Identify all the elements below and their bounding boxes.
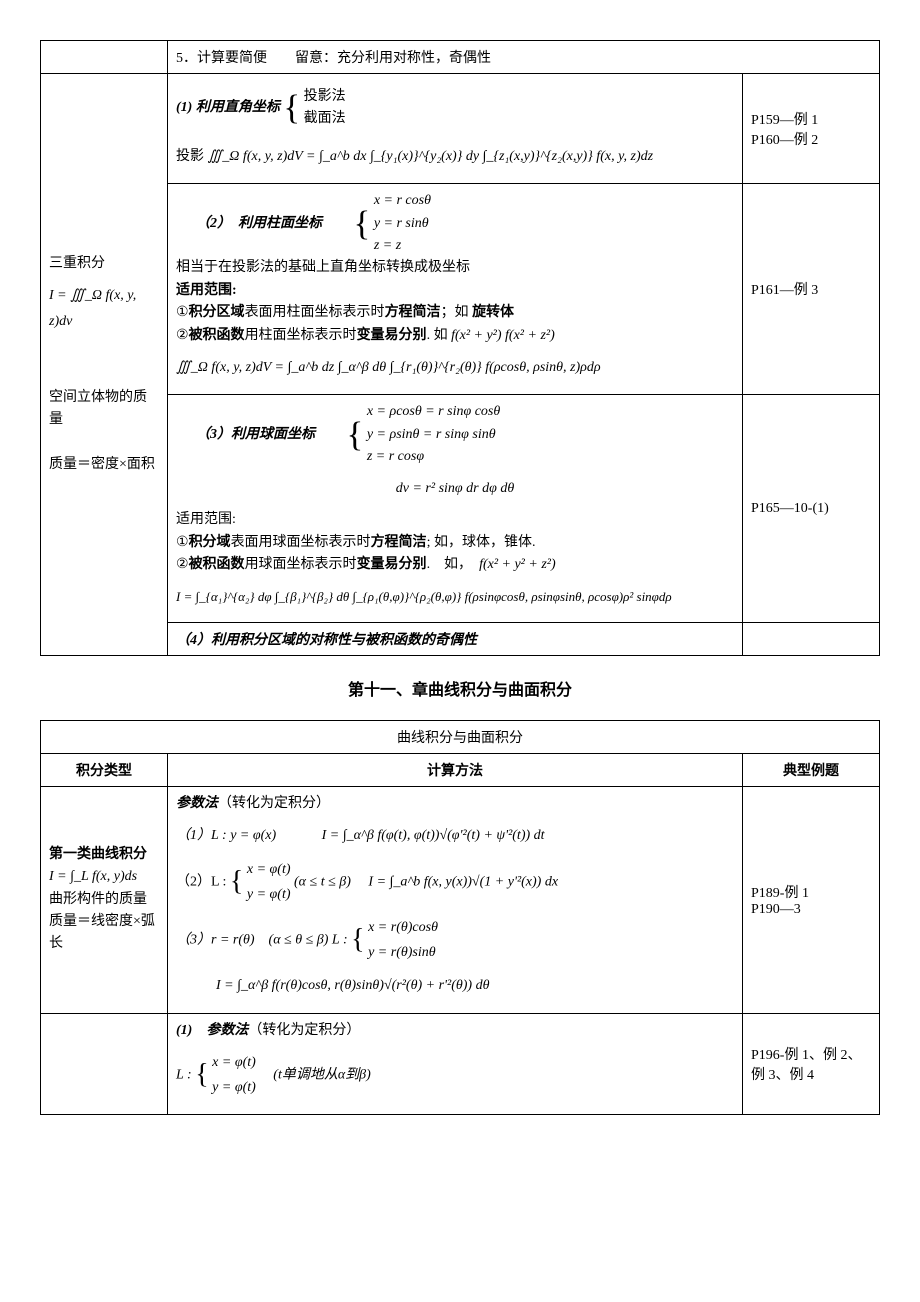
method4-cell: （4）利用积分区域的对称性与被积函数的奇偶性 <box>168 623 743 656</box>
triple-integral-title: 三重积分 <box>49 253 159 275</box>
section-title: 第十一、章曲线积分与曲面积分 <box>40 676 880 700</box>
sph-eq3: z = r cosφ <box>367 446 500 468</box>
cyl-item1: ①积分区域表面用柱面坐标表示时方程简洁；如 旋转体 <box>176 305 514 320</box>
row1-ref: P189-例 1 P190—3 <box>743 787 880 1014</box>
line-surface-integral-table: 曲线积分与曲面积分 积分类型 计算方法 典型例题 第一类曲线积分 I = ∫_L… <box>40 720 880 1115</box>
row1-mid: 参数法（转化为定积分） （1）L : y = φ(x) I = ∫_α^β f(… <box>168 787 743 1014</box>
left-desc2: 质量＝密度×面积 <box>49 454 159 476</box>
ref2-cell: P161—例 3 <box>743 184 880 395</box>
r1m4: I = ∫_α^β f(r(θ)cosθ, r(θ)sinθ)√(r²(θ) +… <box>216 973 734 998</box>
sph-item2: ②被积函数用球面坐标表示时变量易分别. 如， f(x² + y² + z²) <box>176 557 556 572</box>
method1-cell: (1) 利用直角坐标 { 投影法 截面法 投影 ∭_Ω f(x, y, z)dV… <box>168 74 743 184</box>
r1ref2: P190—3 <box>751 902 871 918</box>
cyl-eq1: x = r cosθ <box>374 190 431 212</box>
ref1a: P159—例 1 <box>751 109 871 129</box>
r1ref1: P189-例 1 <box>751 882 871 902</box>
method3-title: （3）利用球面坐标 <box>196 427 315 442</box>
r1m2b2: y = φ(t) <box>247 882 291 907</box>
r1m3a: （3）r = r(θ) (α ≤ θ ≤ β) L : <box>176 932 348 947</box>
sph-scope-label: 适用范围: <box>176 509 734 531</box>
cyl-eq2: y = r sinθ <box>374 213 431 235</box>
triple-integral-table: 5．计算要简便 留意：充分利用对称性，奇偶性 三重积分 I = ∭_Ω f(x,… <box>40 40 880 656</box>
ref1-cell: P159—例 1 P160—例 2 <box>743 74 880 184</box>
r2ref: P196-例 1、例 2、例 3、例 4 <box>751 1044 871 1084</box>
r1m2c: (α ≤ t ≤ β) <box>294 874 351 889</box>
r2mb2: y = φ(t) <box>212 1075 256 1100</box>
proj-formula: ∭_Ω f(x, y, z)dV = ∫_a^b dx ∫_{y₁(x)}^{y… <box>208 149 654 164</box>
cyl-formula: ∭_Ω f(x, y, z)dV = ∫_a^b dz ∫_α^β dθ ∫_{… <box>176 355 734 380</box>
col3-header: 典型例题 <box>743 754 880 787</box>
sph-formula: I = ∫_{α₁}^{α₂} dφ ∫_{β₁}^{β₂} dθ ∫_{ρ₁(… <box>176 585 734 608</box>
r1m2a: （2）L : <box>176 874 226 889</box>
r1m2d: I = ∫_a^b f(x, y(x))√(1 + y'²(x)) dx <box>368 874 558 889</box>
type1-desc2: 质量＝线密度×弧长 <box>49 911 159 956</box>
ref4-cell <box>743 623 880 656</box>
note-text: 5．计算要简便 留意：充分利用对称性，奇偶性 <box>176 51 491 66</box>
r2ma: L : <box>176 1067 192 1082</box>
col1-header: 积分类型 <box>41 754 168 787</box>
sph-eq1: x = ρcosθ = r sinφ cosθ <box>367 401 500 423</box>
sph-eq2: y = ρsinθ = r sinφ sinθ <box>367 424 500 446</box>
cyl-eq3: z = z <box>374 235 431 257</box>
col2-header: 计算方法 <box>168 754 743 787</box>
method4-title: （4）利用积分区域的对称性与被积函数的奇偶性 <box>176 633 477 648</box>
note-row: 5．计算要简便 留意：充分利用对称性，奇偶性 <box>168 41 880 74</box>
method3-cell: （3）利用球面坐标 { x = ρcosθ = r sinφ cosθ y = … <box>168 395 743 623</box>
r1m1b: I = ∫_α^β f(φ(t), φ(t))√(φ'²(t) + ψ'²(t)… <box>322 828 545 843</box>
empty-cell <box>41 41 168 74</box>
row2-ref: P196-例 1、例 2、例 3、例 4 <box>743 1013 880 1115</box>
left-label-cell: 三重积分 I = ∭_Ω f(x, y, z)dv 空间立体物的质量 质量＝密度… <box>41 74 168 656</box>
cyl-desc: 相当于在投影法的基础上直角坐标转换成极坐标 <box>176 257 734 279</box>
type1-desc1: 曲形构件的质量 <box>49 889 159 911</box>
cyl-item2: ②被积函数用柱面坐标表示时变量易分别. 如 f(x² + y²) f(x² + … <box>176 328 555 343</box>
r2mb1: x = φ(t) <box>212 1050 256 1075</box>
cyl-scope-label: 适用范围: <box>176 280 734 302</box>
row2-left <box>41 1013 168 1115</box>
brace-line2: 截面法 <box>304 108 346 130</box>
r2mc: (t单调地从α到β) <box>273 1067 371 1082</box>
left-desc1: 空间立体物的质量 <box>49 387 159 432</box>
brace-line1: 投影法 <box>304 86 346 108</box>
triple-integral-formula: I = ∭_Ω f(x, y, z)dv <box>49 283 159 333</box>
r1m3b2: y = r(θ)sinθ <box>368 940 438 965</box>
ref3: P165—10-(1) <box>751 501 871 517</box>
r1m1a: （1）L : y = φ(x) <box>176 828 276 843</box>
ref1b: P160—例 2 <box>751 129 871 149</box>
row1-left: 第一类曲线积分 I = ∫_L f(x, y)ds 曲形构件的质量 质量＝线密度… <box>41 787 168 1014</box>
r1m3b1: x = r(θ)cosθ <box>368 915 438 940</box>
r1m2b1: x = φ(t) <box>247 857 291 882</box>
sph-item1: ①积分域表面用球面坐标表示时方程简洁; 如，球体，锥体. <box>176 535 535 550</box>
row2-mid: (1) 参数法（转化为定积分） L : { x = φ(t) y = φ(t) … <box>168 1013 743 1115</box>
method2-cell: （2） 利用柱面坐标 { x = r cosθ y = r sinθ z = z… <box>168 184 743 395</box>
table2-header: 曲线积分与曲面积分 <box>41 721 880 754</box>
type1-title: 第一类曲线积分 <box>49 844 159 866</box>
ref2: P161—例 3 <box>751 279 871 299</box>
type1-formula: I = ∫_L f(x, y)ds <box>49 866 159 888</box>
method2-title: （2） 利用柱面坐标 <box>196 216 322 231</box>
proj-label: 投影 <box>176 149 204 164</box>
ref3-cell: P165—10-(1) <box>743 395 880 623</box>
method1-title: (1) 利用直角坐标 <box>176 100 280 115</box>
sph-dv: dv = r² sinφ dr dφ dθ <box>176 476 734 501</box>
